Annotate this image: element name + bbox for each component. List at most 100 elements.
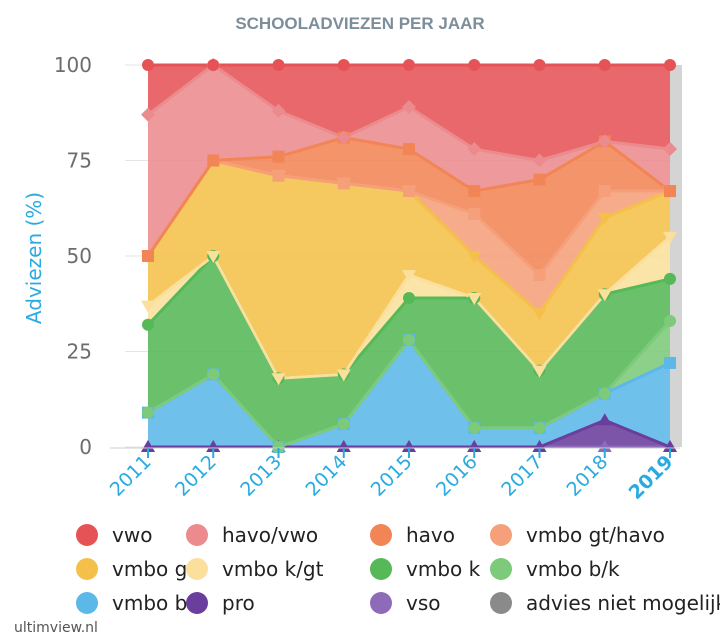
legend-label-vmbo-gt-havo: vmbo gt/havo: [526, 523, 665, 547]
legend-swatch-vwo: [76, 524, 98, 546]
x-tick-2019: 2019: [625, 451, 678, 504]
marker-vwo-2018: [598, 59, 611, 71]
marker-pro-2012: [206, 440, 221, 452]
chart-title: SCHOOLADVIEZEN PER JAAR: [235, 14, 484, 33]
legend-swatch-havo-vwo: [186, 524, 208, 546]
marker-vwo-2015: [403, 59, 415, 71]
x-tick-2013: 2013: [236, 451, 286, 501]
marker-vmbo-k-gt-2014: [336, 369, 351, 382]
credit-text: ultimview.nl: [14, 620, 98, 636]
marker-vwo-2012: [207, 59, 220, 71]
marker-vwo-2017: [533, 59, 546, 71]
marker-vwo-2011: [142, 59, 154, 71]
legend-item-havo-vwo[interactable]: havo/vwo: [186, 521, 370, 549]
marker-vmbo-b-2019: [664, 356, 676, 369]
legend-swatch-vmbo-gt: [76, 558, 98, 580]
x-tick-2015: 2015: [367, 451, 417, 501]
y-tick-75: 75: [67, 149, 92, 173]
marker-vmbo-k-gt-2019: [663, 231, 677, 244]
legend-swatch-advies-niet-mogelijk: [490, 592, 512, 614]
marker-havo-vwo-2019: [663, 142, 677, 157]
legend-item-vwo[interactable]: vwo: [76, 521, 186, 549]
marker-vmbo-gt-havo-2015: [403, 185, 415, 198]
marker-havo-vwo-2018: [597, 134, 612, 149]
y-tick-100: 100: [54, 53, 92, 77]
marker-pro-2011: [141, 440, 155, 452]
legend-item-vmbo-gt-havo[interactable]: vmbo gt/havo: [490, 521, 700, 549]
chart: SCHOOLADVIEZEN PER JAAR 0 25 50 75 100 Advie…: [22, 14, 682, 504]
legend-item-vmbo-b[interactable]: vmbo b: [76, 589, 187, 617]
legend-item-vmbo-b-k[interactable]: vmbo b/k: [490, 555, 700, 583]
x-tick-2014: 2014: [302, 451, 352, 501]
legend-item-pro[interactable]: pro: [186, 589, 370, 617]
legend-swatch-vmbo-b-k: [490, 558, 512, 580]
area-vmbo-gt: [148, 160, 670, 379]
marker-havo-2019: [664, 185, 676, 198]
marker-vmbo-b-k-2016: [468, 421, 481, 434]
marker-havo-vwo-2016: [467, 142, 482, 157]
legend-item-vmbo-k[interactable]: vmbo k: [370, 555, 490, 583]
marker-havo-2015: [403, 143, 415, 156]
legend-item-vmbo-gt[interactable]: vmbo gt: [76, 555, 195, 583]
y-tick-50: 50: [67, 244, 92, 268]
marker-vwo-2014: [337, 59, 350, 71]
marker-vmbo-k-gt-2018: [597, 289, 612, 302]
legend-label-vmbo-b-k: vmbo b/k: [526, 557, 620, 581]
legend-label-vmbo-gt: vmbo gt: [112, 557, 196, 581]
area-vmbo-k: [148, 256, 670, 447]
marker-vmbo-k-2019: [664, 272, 676, 285]
legend-label-advies-niet-mogelijk: advies niet mogelijk: [526, 591, 720, 615]
marker-vmbo-k-2011: [142, 318, 154, 331]
y-tick-0: 0: [79, 435, 92, 459]
area-vmbo-b: [148, 340, 670, 447]
marker-havo-vwo-2015: [402, 100, 416, 115]
marker-vmbo-gt-havo-2016: [468, 207, 481, 220]
marker-vwo-2019: [664, 59, 676, 71]
marker-havo-2016: [468, 185, 481, 198]
marker-vmbo-gt-havo-2014: [337, 177, 350, 190]
legend-item-havo[interactable]: havo: [370, 521, 490, 549]
legend-item-vso[interactable]: vso: [370, 589, 490, 617]
legend-label-vso: vso: [406, 591, 441, 615]
legend-label-vmbo-k: vmbo k: [406, 557, 481, 581]
legend-item-advies-niet-mogelijk[interactable]: advies niet mogelijk: [490, 589, 720, 617]
marker-vmbo-k-gt-2017: [532, 365, 547, 378]
y-tick-25: 25: [67, 340, 92, 364]
legend: vwo havo/vwo havo vmbo gt/havo vmbo gt vmbo k…: [76, 521, 720, 617]
marker-vmbo-gt-havo-2018: [598, 185, 611, 198]
legend-swatch-vso: [370, 592, 392, 614]
marker-pro-2015: [402, 440, 416, 452]
marker-vmbo-k-gt-2013: [271, 373, 286, 386]
marker-havo-vwo-2017: [532, 153, 547, 168]
x-tick-2017: 2017: [497, 451, 547, 501]
marker-havo-2012: [207, 154, 220, 167]
marker-pro-2019: [663, 440, 677, 452]
area-vwo: [148, 65, 670, 161]
x-tick-2016: 2016: [432, 451, 482, 501]
marker-havo-vwo-2013: [271, 103, 286, 118]
legend-swatch-pro: [186, 592, 208, 614]
marker-vmbo-gt-havo-2013: [272, 169, 285, 182]
marker-vmbo-k-gt-2011: [141, 300, 155, 313]
marker-vmbo-b-k-2015: [403, 334, 415, 347]
x-tick-2011: 2011: [106, 451, 156, 501]
marker-vmbo-b-k-2018: [598, 387, 611, 400]
legend-label-havo: havo: [406, 523, 456, 547]
marker-vmbo-k-gt-2016: [467, 293, 482, 306]
highlight-band-2019: [670, 65, 682, 447]
series-markers: [141, 58, 677, 453]
marker-vso-2018: [597, 440, 612, 452]
marker-pro-2018: [597, 413, 612, 426]
legend-label-vwo: vwo: [112, 523, 153, 547]
area-pro: [148, 420, 670, 447]
marker-vmbo-b-k-2012: [207, 368, 220, 381]
legend-label-havo-vwo: havo/vwo: [222, 523, 319, 547]
y-tick-labels: 0 25 50 75 100: [54, 53, 92, 459]
legend-item-vmbo-k-gt[interactable]: vmbo k/gt: [186, 555, 370, 583]
marker-vwo-2013: [272, 59, 285, 71]
marker-havo-2013: [272, 150, 285, 163]
legend-label-vmbo-k-gt: vmbo k/gt: [222, 557, 324, 581]
legend-swatch-vmbo-k-gt: [186, 558, 208, 580]
marker-vmbo-gt-2018: [597, 212, 612, 225]
marker-vmbo-b-k-2013: [272, 441, 285, 453]
